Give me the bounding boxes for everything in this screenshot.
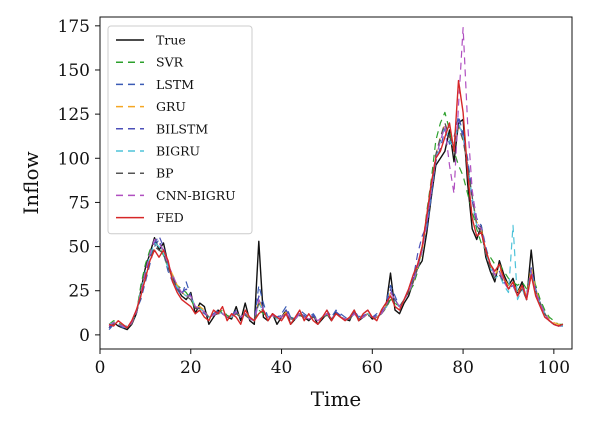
x-tick-label: 80 — [452, 358, 474, 378]
x-tick-label: 60 — [361, 358, 383, 378]
legend: True SVR LSTM GRU BILSTM BIGRU BP CNN-BIGRU FED — [107, 25, 253, 235]
y-tick-label: 75 — [68, 193, 90, 213]
series-line-bilstm — [108, 118, 563, 329]
legend-label: BILSTM — [156, 121, 208, 136]
y-tick-label: 125 — [58, 105, 90, 125]
x-tick-label: 40 — [271, 358, 293, 378]
legend-label: GRU — [156, 99, 186, 114]
legend-label: BP — [156, 166, 174, 181]
y-axis-title: Inflow — [19, 151, 43, 214]
y-tick-label: 0 — [79, 326, 90, 346]
legend-label: BIGRU — [156, 144, 200, 159]
legend-label: FED — [156, 210, 184, 225]
y-tick-label: 175 — [58, 17, 90, 37]
x-tick-label: 20 — [180, 358, 202, 378]
legend-label: SVR — [156, 55, 184, 70]
legend-label: LSTM — [156, 77, 194, 92]
legend-label: True — [156, 33, 186, 48]
y-tick-label: 100 — [58, 149, 90, 169]
y-tick-label: 150 — [58, 61, 90, 81]
x-axis-title: Time — [311, 387, 362, 411]
legend-box — [107, 25, 253, 235]
y-axis-ticks: 0 25 50 75 100 125 150 175 — [58, 17, 100, 346]
series-line-fed — [108, 79, 564, 329]
series-line-bigru — [108, 122, 563, 327]
plot-frame — [99, 16, 573, 350]
x-tick-label: 100 — [538, 358, 570, 378]
plot-lines — [108, 27, 564, 331]
x-axis-ticks: 0 20 40 60 80 100 — [95, 349, 570, 378]
x-tick-label: 0 — [95, 358, 106, 378]
legend-label: CNN-BIGRU — [156, 188, 236, 203]
y-tick-label: 25 — [68, 282, 90, 302]
y-tick-label: 50 — [68, 238, 90, 258]
series-line-lstm — [108, 115, 563, 330]
